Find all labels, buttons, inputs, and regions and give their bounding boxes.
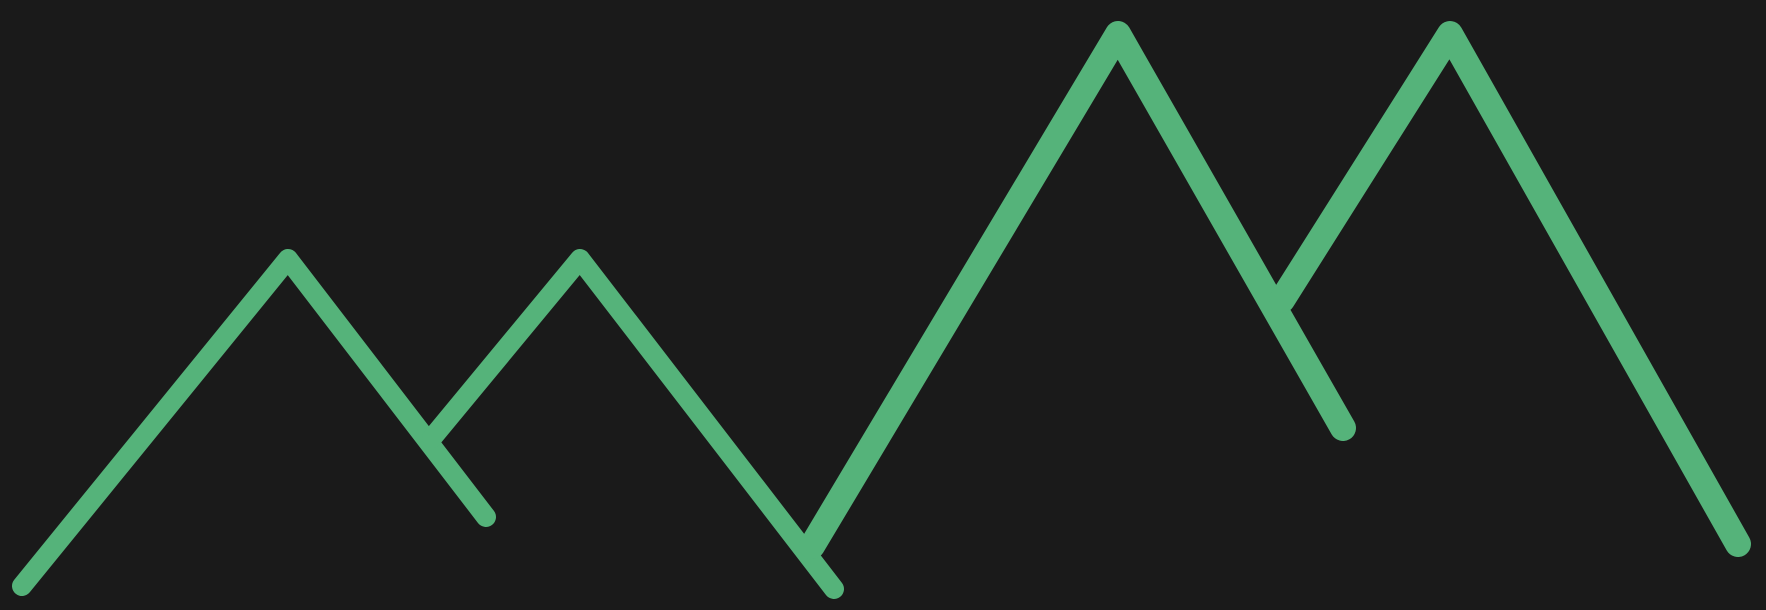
tall-peak-left	[799, 21, 1356, 559]
mountain-peaks-logo	[12, 21, 1751, 599]
small-peak-left	[12, 249, 496, 596]
tall-peak-right	[1269, 21, 1751, 557]
small-peak-right	[422, 249, 844, 599]
